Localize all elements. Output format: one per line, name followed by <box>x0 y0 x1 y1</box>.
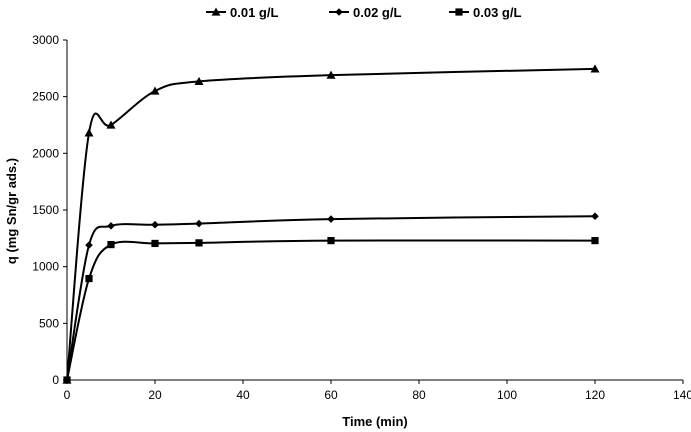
legend-item-2: 0.03 g/L <box>449 5 521 20</box>
data-point <box>151 220 159 229</box>
x-tick-label: 140 <box>673 388 691 402</box>
data-point <box>63 376 71 384</box>
data-point <box>590 64 600 73</box>
x-tick-label: 120 <box>585 388 605 402</box>
series-line <box>66 239 596 381</box>
data-point <box>150 86 160 95</box>
y-axis-title: q (mg Sn/gr ads.) <box>4 158 19 264</box>
data-point <box>85 241 93 249</box>
legend-label: 0.02 g/L <box>353 5 401 20</box>
data-point <box>106 120 116 129</box>
legend-item-1: 0.02 g/L <box>329 5 401 20</box>
y-tick-label: 3000 <box>32 33 59 47</box>
legend-marker <box>211 7 221 16</box>
x-tick-label: 80 <box>412 388 426 402</box>
plot-area: 0 500 1000 1500 2000 2500 3000 0 20 40 60 80 100 120 1… <box>32 33 691 402</box>
data-point <box>107 240 115 249</box>
x-tick-label: 100 <box>497 388 517 402</box>
legend: 0.01 g/L 0.02 g/L 0.03 g/L <box>206 5 521 20</box>
x-tick-label: 40 <box>236 388 250 402</box>
legend-item-0: 0.01 g/L <box>206 5 278 20</box>
x-tick-label: 60 <box>324 388 338 402</box>
data-point <box>591 237 599 245</box>
y-tick-label: 1000 <box>32 260 59 274</box>
data-point <box>591 212 599 221</box>
data-point <box>85 274 93 283</box>
series-2 <box>63 237 599 384</box>
legend-label: 0.01 g/L <box>230 5 278 20</box>
y-tick-label: 500 <box>39 316 59 330</box>
y-tick-label: 1500 <box>32 203 59 217</box>
data-point <box>326 70 336 79</box>
data-point <box>84 128 94 137</box>
y-tick-label: 2500 <box>32 90 59 104</box>
y-tick-label: 2000 <box>32 146 59 160</box>
data-point <box>327 237 335 245</box>
series-line <box>66 67 596 381</box>
legend-label: 0.03 g/L <box>473 5 521 20</box>
data-point <box>194 76 204 85</box>
x-tick-label: 20 <box>148 388 162 402</box>
y-tick-label: 0 <box>52 373 59 387</box>
data-point <box>195 219 203 228</box>
x-axis-title: Time (min) <box>342 414 408 429</box>
data-point <box>327 215 335 223</box>
data-point <box>151 239 159 248</box>
legend-marker <box>455 8 463 16</box>
legend-marker <box>335 8 343 16</box>
x-tick-label: 0 <box>64 388 71 402</box>
data-point <box>107 222 115 230</box>
data-point <box>195 239 203 247</box>
